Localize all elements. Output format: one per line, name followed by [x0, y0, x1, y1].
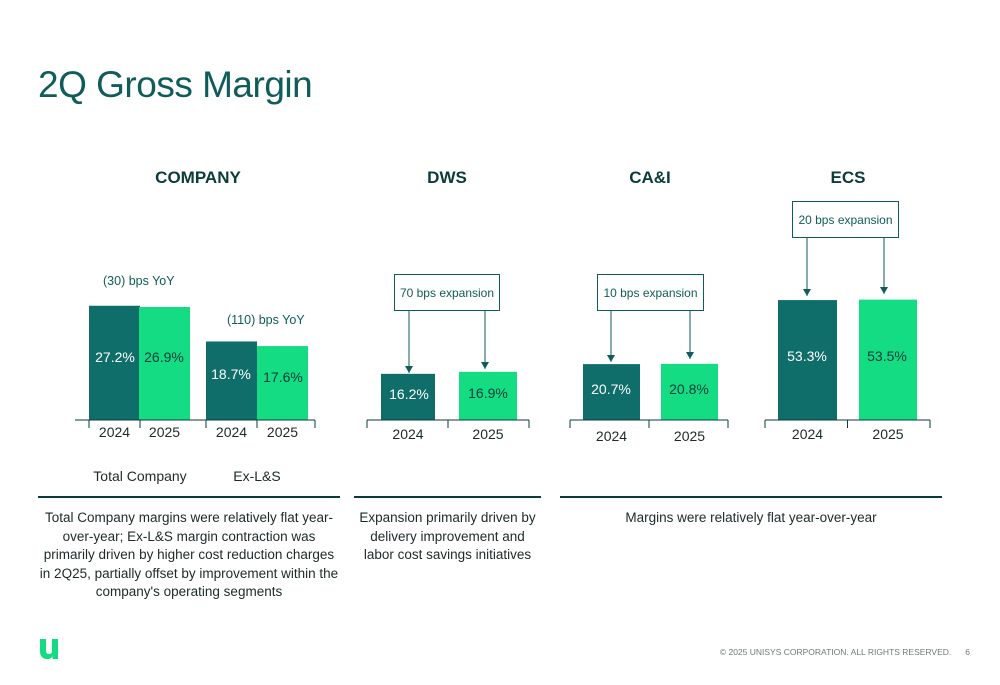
- data-label-cai-1: 20.8%: [669, 381, 709, 397]
- data-label-ecs-0: 53.3%: [787, 348, 827, 364]
- data-label-dws-1: 16.9%: [468, 385, 508, 401]
- bar-company-0: [89, 305, 140, 420]
- page-title: 2Q Gross Margin: [38, 64, 313, 105]
- yoy-label-total-company: (30) bps YoY: [103, 274, 175, 288]
- note-segments: Margins were relatively flat year-over-y…: [625, 510, 877, 525]
- tick-label-dws-0: 2024: [392, 426, 423, 442]
- bar-company-3: [257, 346, 308, 420]
- group-label-ex-ls: Ex-L&S: [233, 468, 281, 484]
- tick-label-cai-0: 2024: [596, 428, 627, 444]
- callout-cai-arrow-right: [686, 352, 694, 359]
- callout-dws: 70 bps expansion: [394, 274, 500, 311]
- data-label-cai-0: 20.7%: [591, 381, 631, 397]
- section-title-company: COMPANY: [155, 168, 241, 187]
- note-company: Total Company margins were relatively fl…: [39, 510, 339, 599]
- callout-dws-arrow-right: [481, 362, 489, 369]
- callout-ecs-arrow-right: [880, 287, 888, 294]
- tick-label-ecs-0: 2024: [792, 426, 823, 442]
- tick-label-company-0: 2024: [99, 424, 130, 440]
- data-label-company-0: 27.2%: [95, 349, 135, 365]
- bar-company-2: [206, 341, 257, 420]
- data-label-company-2: 18.7%: [211, 366, 251, 382]
- callout-dws-arrow-left: [405, 366, 413, 373]
- yoy-label-ex-ls: (110) bps YoY: [227, 313, 305, 327]
- bar-company-1: [139, 307, 190, 420]
- tick-label-company-1: 2025: [149, 424, 180, 440]
- note-dws: Expansion primarily driven by delivery i…: [359, 510, 536, 562]
- bar-ecs-1: [859, 299, 917, 420]
- tick-label-company-3: 2025: [267, 424, 298, 440]
- data-label-company-3: 17.6%: [263, 369, 303, 385]
- data-label-dws-0: 16.2%: [389, 386, 429, 402]
- unisys-logo-icon: [40, 639, 58, 659]
- bar-dws-1: [459, 371, 517, 420]
- group-label-total-company: Total Company: [93, 468, 187, 484]
- bar-cai-0: [583, 364, 640, 420]
- bar-ecs-0: [778, 300, 837, 420]
- page-number: 6: [965, 647, 970, 657]
- section-title-dws: DWS: [427, 168, 467, 187]
- data-label-ecs-1: 53.5%: [867, 348, 907, 364]
- callout-ecs: 20 bps expansion: [792, 201, 899, 238]
- data-label-company-1: 26.9%: [144, 349, 184, 365]
- bar-cai-1: [661, 363, 718, 420]
- footer-copyright: © 2025 UNISYS CORPORATION. ALL RIGHTS RE…: [706, 647, 970, 657]
- tick-label-company-2: 2024: [216, 424, 247, 440]
- divider-company: [38, 496, 340, 498]
- tick-label-ecs-1: 2025: [872, 426, 903, 442]
- callout-cai: 10 bps expansion: [597, 274, 704, 311]
- section-title-cai: CA&I: [629, 168, 671, 187]
- divider-segments: [560, 496, 942, 498]
- callout-ecs-arrow-left: [803, 289, 811, 296]
- tick-label-dws-1: 2025: [472, 426, 503, 442]
- section-title-ecs: ECS: [830, 168, 866, 187]
- divider-dws: [354, 496, 541, 498]
- copyright-text: © 2025 UNISYS CORPORATION. ALL RIGHTS RE…: [719, 647, 952, 657]
- tick-label-cai-1: 2025: [674, 428, 705, 444]
- callout-cai-arrow-left: [607, 355, 615, 362]
- bar-dws-0: [381, 373, 435, 420]
